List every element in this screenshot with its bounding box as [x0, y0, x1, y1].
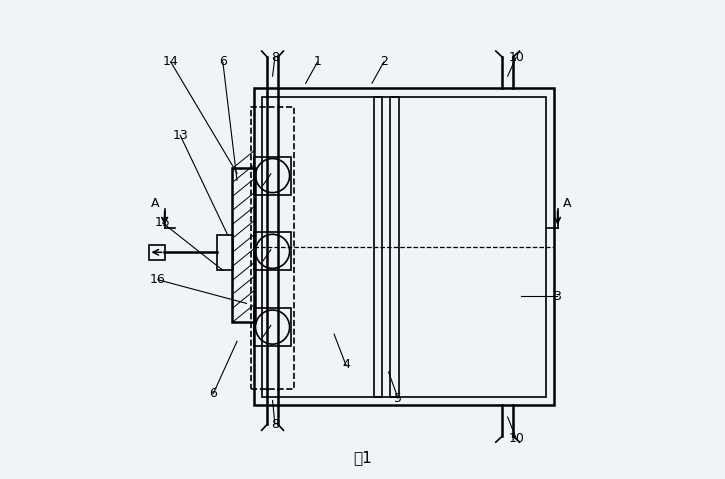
Bar	[254, 157, 291, 194]
Text: 8: 8	[271, 51, 279, 64]
Text: 5: 5	[394, 392, 402, 405]
Text: 10: 10	[508, 432, 524, 445]
Text: 16: 16	[150, 273, 166, 286]
Text: 15: 15	[154, 217, 170, 229]
Text: 3: 3	[552, 290, 560, 303]
Bar	[391, 97, 399, 397]
Text: 1: 1	[314, 56, 321, 68]
Bar	[254, 308, 291, 346]
Bar	[252, 107, 294, 388]
Bar	[232, 169, 255, 322]
Text: A: A	[563, 197, 571, 210]
Text: 6: 6	[210, 387, 217, 400]
Bar	[374, 97, 382, 397]
Bar	[218, 235, 233, 270]
Text: 2: 2	[380, 56, 388, 68]
Text: A: A	[152, 197, 160, 210]
Text: 图1: 图1	[353, 450, 372, 465]
Text: 14: 14	[163, 56, 178, 68]
Bar	[149, 245, 165, 260]
Text: 10: 10	[508, 51, 524, 64]
Text: 6: 6	[219, 56, 227, 68]
Bar	[254, 232, 291, 270]
Bar	[262, 97, 546, 397]
Text: 8: 8	[271, 418, 279, 431]
Text: 13: 13	[173, 129, 188, 142]
Bar	[254, 88, 554, 405]
Text: 4: 4	[342, 358, 350, 371]
